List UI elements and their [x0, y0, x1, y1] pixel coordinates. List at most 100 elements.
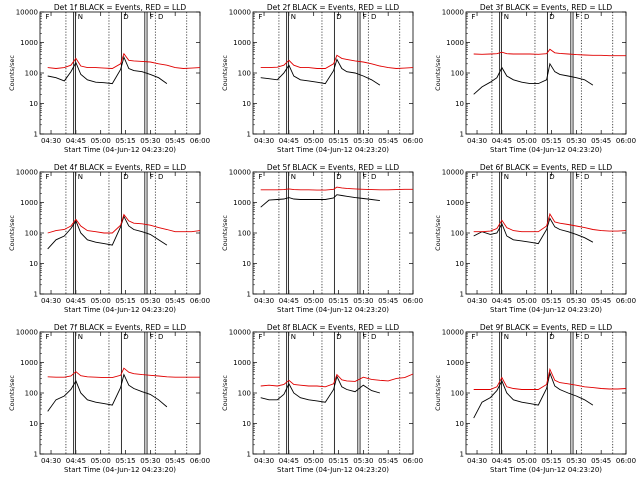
- corner-label: D: [371, 13, 376, 21]
- y-tick-label: 10000: [442, 329, 464, 337]
- series-line-events: [260, 375, 381, 403]
- y-tick-label: 1000: [20, 39, 38, 47]
- panel-det-3: Det 3f BLACK = Events, RED = LLD 1 10 100 10…: [434, 3, 636, 154]
- x-tick-label: 06:00: [616, 297, 636, 305]
- x-tick-label: 04:45: [492, 457, 512, 465]
- y-axis-label: Counts/sec: [221, 55, 229, 91]
- x-tick-label: 05:45: [165, 137, 185, 145]
- y-tick-label: 10: [29, 260, 38, 268]
- series-line-lld: [47, 52, 201, 69]
- x-tick-label: 06:00: [190, 297, 210, 305]
- corner-label: D: [371, 333, 376, 341]
- series-line-lld: [473, 367, 627, 390]
- x-tick-label: 05:30: [140, 457, 160, 465]
- corner-label: N: [291, 333, 296, 341]
- y-tick-label: 1000: [20, 199, 38, 207]
- x-tick-label: 04:30: [41, 137, 61, 145]
- panel-title: Det 1f BLACK = Events, RED = LLD: [54, 3, 187, 12]
- x-tick-label: 06:00: [616, 137, 636, 145]
- y-tick-label: 1000: [20, 359, 38, 367]
- corner-label: D: [158, 173, 163, 181]
- y-axis-label: Counts/sec: [221, 375, 229, 411]
- y-axis-label: Counts/sec: [434, 215, 442, 251]
- plot-frame: [39, 11, 201, 135]
- x-tick-label: 05:45: [591, 297, 611, 305]
- x-axis-label: Start Time (04-Jun-12 04:23:20): [277, 466, 389, 474]
- y-tick-label: 1: [247, 451, 251, 459]
- corner-label: D: [549, 173, 554, 181]
- x-tick-label: 04:30: [254, 297, 274, 305]
- y-tick-label: 1: [34, 131, 38, 139]
- x-tick-label: 05:15: [541, 457, 561, 465]
- y-tick-label: 100: [238, 230, 251, 238]
- x-tick-label: 06:00: [616, 457, 636, 465]
- x-tick-label: 05:00: [517, 137, 537, 145]
- series-line-events: [47, 215, 168, 250]
- x-tick-label: 05:45: [165, 297, 185, 305]
- y-tick-label: 1000: [446, 39, 464, 47]
- x-tick-label: 06:00: [403, 137, 423, 145]
- panel-det-9: Det 9f BLACK = Events, RED = LLD 1 10 100 10…: [434, 323, 636, 474]
- series-line-lld: [260, 186, 413, 191]
- corner-label: F: [45, 333, 49, 341]
- x-tick-label: 05:30: [566, 457, 586, 465]
- y-tick-label: 1: [460, 291, 464, 299]
- plot-frame: [252, 331, 414, 455]
- x-tick-label: 05:15: [115, 457, 135, 465]
- x-tick-label: 04:45: [492, 137, 512, 145]
- series-line-lld: [473, 48, 626, 57]
- corner-label: D: [123, 13, 128, 21]
- x-tick-label: 05:00: [304, 137, 324, 145]
- x-tick-label: 06:00: [403, 457, 423, 465]
- y-tick-label: 10000: [229, 9, 251, 17]
- x-tick-label: 05:15: [541, 137, 561, 145]
- corner-label: D: [584, 13, 589, 21]
- corner-label: F: [576, 13, 580, 21]
- panel-det-7: Det 7f BLACK = Events, RED = LLD 1 10 100 10…: [8, 323, 210, 474]
- plot-frame: [252, 11, 414, 135]
- x-tick-label: 05:45: [378, 297, 398, 305]
- x-tick-label: 05:45: [378, 457, 398, 465]
- y-tick-label: 1: [34, 451, 38, 459]
- corner-label: N: [504, 173, 509, 181]
- y-tick-label: 10: [29, 100, 38, 108]
- x-tick-label: 04:45: [66, 137, 86, 145]
- x-tick-label: 05:30: [353, 137, 373, 145]
- corner-label: D: [584, 173, 589, 181]
- y-tick-label: 1: [247, 291, 251, 299]
- panel-det-5: Det 5f BLACK = Events, RED = LLD 1 10 100 10…: [221, 163, 423, 314]
- panel-title: Det 5f BLACK = Events, RED = LLD: [267, 163, 400, 172]
- y-tick-label: 10: [242, 260, 251, 268]
- corner-label: F: [258, 173, 262, 181]
- panel-title: Det 3f BLACK = Events, RED = LLD: [480, 3, 613, 12]
- x-tick-label: 05:30: [140, 137, 160, 145]
- x-tick-label: 04:45: [66, 297, 86, 305]
- x-tick-label: 05:15: [328, 137, 348, 145]
- panel-det-1: Det 1f BLACK = Events, RED = LLD 1 10 100 10…: [8, 3, 210, 154]
- corner-label: D: [336, 333, 341, 341]
- x-tick-label: 05:30: [140, 297, 160, 305]
- series-line-events: [260, 58, 381, 86]
- corner-label: D: [549, 13, 554, 21]
- panel-title: Det 4f BLACK = Events, RED = LLD: [54, 163, 187, 172]
- corner-label: F: [150, 333, 154, 341]
- y-axis-label: Counts/sec: [8, 55, 16, 91]
- y-axis-label: Counts/sec: [8, 215, 16, 251]
- y-tick-label: 100: [25, 70, 38, 78]
- series-line-events: [473, 62, 594, 95]
- x-axis-label: Start Time (04-Jun-12 04:23:20): [277, 146, 389, 154]
- y-axis-label: Counts/sec: [434, 55, 442, 91]
- corner-label: N: [78, 13, 83, 21]
- y-axis-label: Counts/sec: [434, 375, 442, 411]
- x-axis-label: Start Time (04-Jun-12 04:23:20): [490, 466, 602, 474]
- panel-det-2: Det 2f BLACK = Events, RED = LLD 1 10 100 10…: [221, 3, 423, 154]
- panel-det-6: Det 6f BLACK = Events, RED = LLD 1 10 100 10…: [434, 163, 636, 314]
- x-tick-label: 05:15: [115, 137, 135, 145]
- series-line-events: [473, 371, 594, 419]
- corner-label: F: [363, 173, 367, 181]
- corner-label: F: [576, 173, 580, 181]
- x-tick-label: 04:30: [254, 137, 274, 145]
- panel-title: Det 2f BLACK = Events, RED = LLD: [267, 3, 400, 12]
- y-tick-label: 1000: [446, 359, 464, 367]
